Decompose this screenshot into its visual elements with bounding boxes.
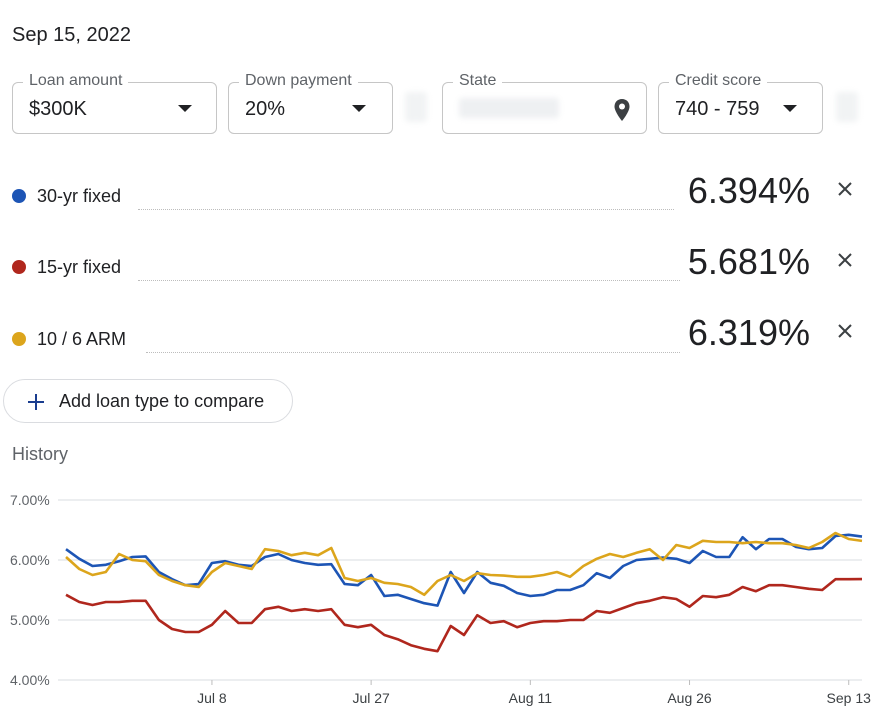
plus-icon [28,394,44,410]
history-chart: 4.00% 5.00% 6.00% 7.00% Jul 8 Jul 27 Aug 11 Au… [10,492,871,706]
y-tick-label: 4.00% [10,672,50,688]
rate-value: 6.394% [687,170,810,211]
x-tick-label: Aug 26 [667,690,712,706]
rate-row-30yr: 30-yr fixed 6.394% [0,160,882,216]
y-tick-label: 6.00% [10,552,50,568]
y-axis: 4.00% 5.00% 6.00% 7.00% [10,492,50,688]
blurred-element [836,92,858,122]
chevron-down-icon [352,105,366,112]
x-tick-label: Aug 11 [509,690,553,706]
y-tick-label: 7.00% [10,492,50,508]
add-loan-type-button[interactable]: Add loan type to compare [3,379,293,423]
close-icon[interactable] [836,322,854,340]
down-payment-select[interactable]: Down payment 20% [228,72,393,134]
rate-label: 10 / 6 ARM [37,329,127,349]
series-color-dot [12,189,26,203]
y-tick-label: 5.00% [10,612,50,628]
credit-score-value: 740 - 759 [675,98,760,120]
rate-row-15yr: 15-yr fixed 5.681% [0,231,882,287]
loan-amount-value: $300K [29,98,87,120]
series-line-0 [65,533,863,607]
x-tick-label: Jul 27 [352,690,390,706]
page-date: Sep 15, 2022 [12,24,131,46]
series-color-dot [12,332,26,346]
down-payment-value: 20% [245,98,286,120]
chevron-down-icon [783,105,797,112]
add-loan-type-label: Add loan type to compare [59,391,265,411]
leader-line [138,209,674,210]
rate-label: 30-yr fixed [37,186,122,206]
state-input[interactable]: State [442,72,647,134]
rate-label: 15-yr fixed [37,257,122,277]
series-line-1 [65,577,863,653]
chart-grid [58,499,862,681]
blurred-element [405,92,427,122]
credit-score-select[interactable]: Credit score 740 - 759 [658,72,823,134]
rate-value: 6.319% [687,312,810,353]
close-icon[interactable] [836,180,854,198]
x-tick-label: Jul 8 [197,690,227,706]
series-color-dot [12,260,26,274]
location-pin-icon[interactable] [612,98,632,122]
x-tick-label: Sep 13 [827,690,872,706]
chart-series [65,531,863,653]
history-heading: History [12,444,69,464]
series-line-2 [65,531,863,597]
chevron-down-icon [178,105,192,112]
rate-value: 5.681% [687,241,810,282]
state-value-blurred [459,98,559,118]
leader-line [146,352,680,353]
state-label: State [453,72,503,90]
loan-amount-label: Loan amount [23,72,129,90]
credit-score-label: Credit score [669,72,768,90]
rate-row-arm: 10 / 6 ARM 6.319% [0,302,882,358]
close-icon[interactable] [836,251,854,269]
x-axis: Jul 8 Jul 27 Aug 11 Aug 26 Sep 13 [197,680,871,706]
down-payment-label: Down payment [239,72,358,90]
loan-amount-select[interactable]: Loan amount $300K [12,72,217,134]
leader-line [138,280,680,281]
